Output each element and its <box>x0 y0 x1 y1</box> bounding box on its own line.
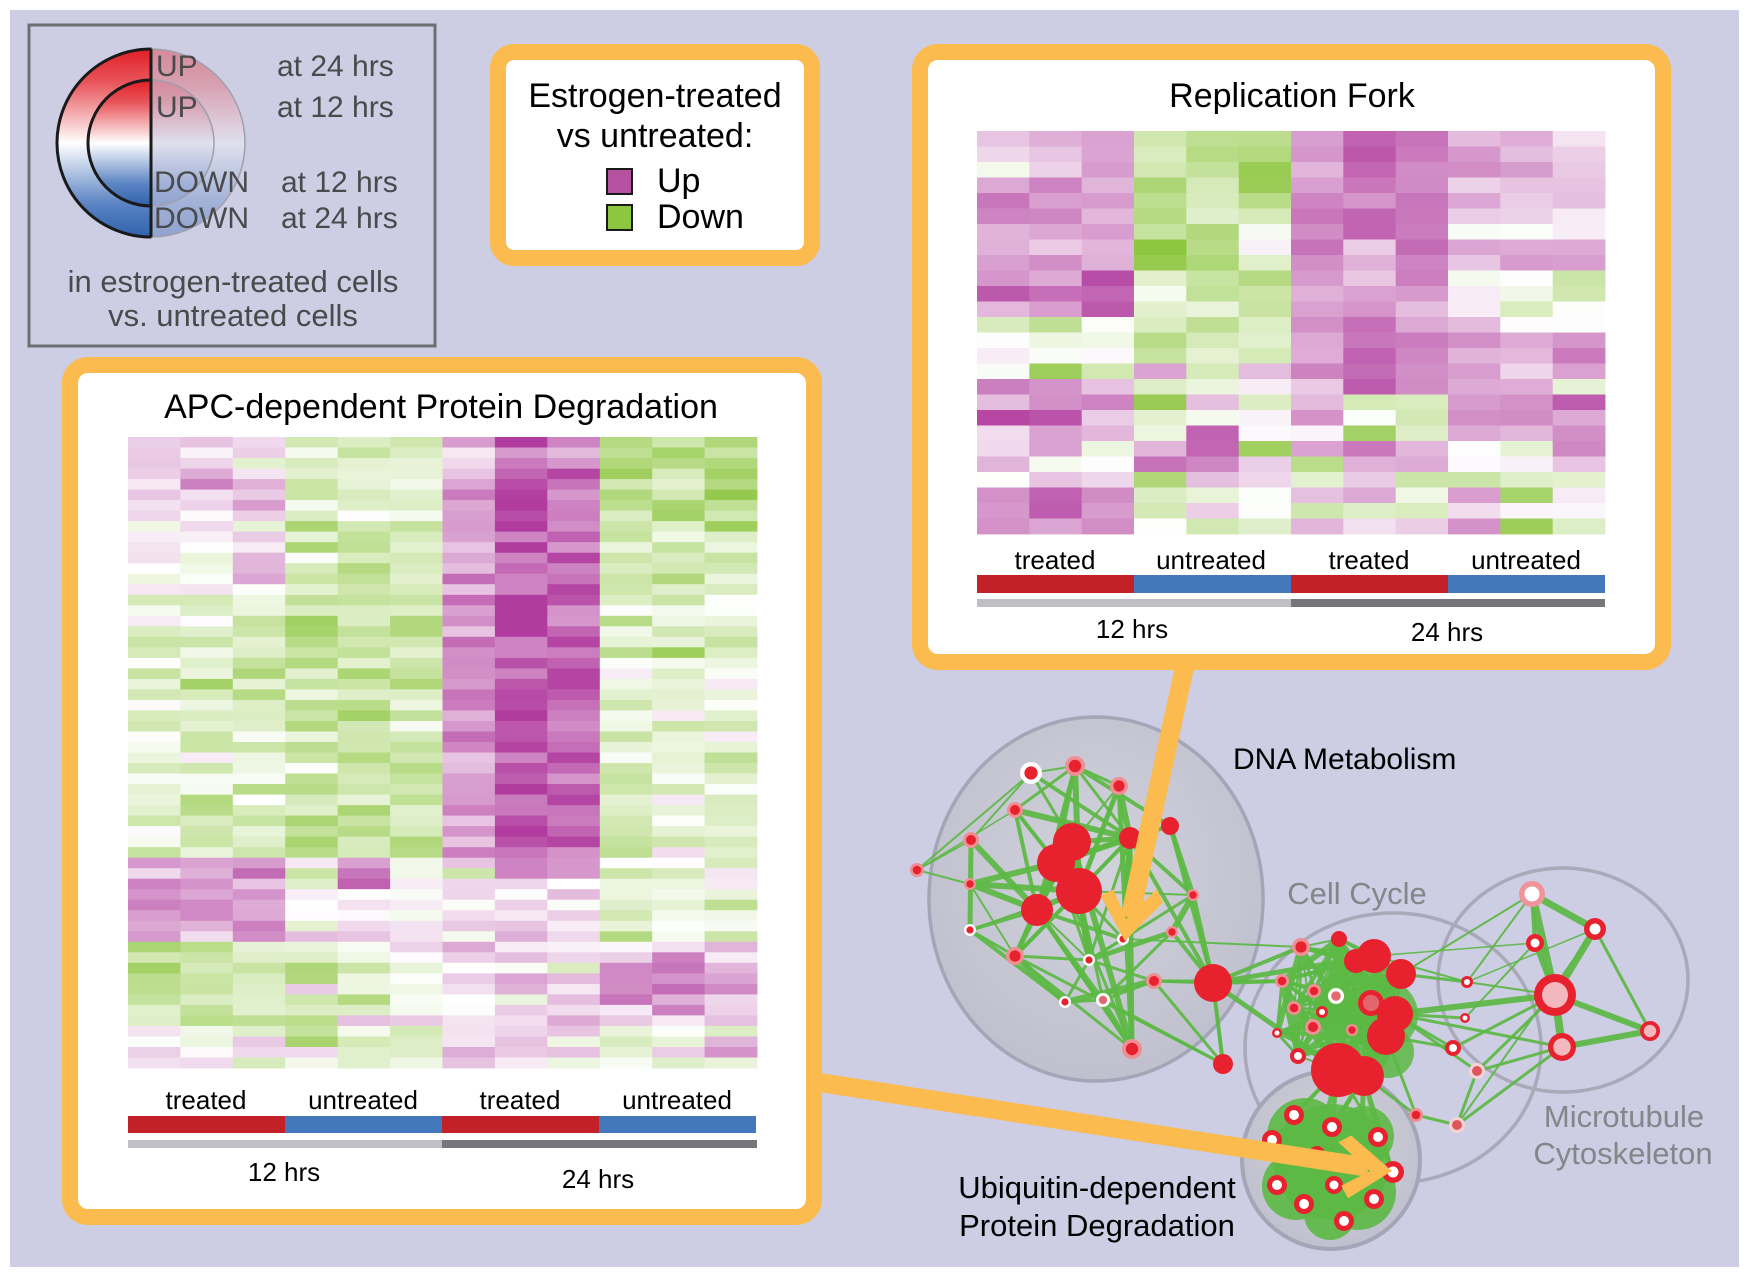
svg-text:Replication Fork: Replication Fork <box>1169 77 1416 115</box>
svg-text:DNA Metabolism: DNA Metabolism <box>1233 743 1456 776</box>
svg-text:treated: treated <box>480 1085 561 1115</box>
svg-text:untreated: untreated <box>622 1085 732 1115</box>
svg-text:Cell Cycle: Cell Cycle <box>1287 876 1427 911</box>
svg-text:untreated: untreated <box>1156 545 1266 575</box>
svg-text:at 12 hrs: at 12 hrs <box>281 166 398 199</box>
svg-text:untreated: untreated <box>1471 545 1581 575</box>
svg-text:Estrogen-treated: Estrogen-treated <box>528 77 781 115</box>
svg-text:untreated: untreated <box>308 1085 418 1115</box>
svg-text:Up: Up <box>657 162 700 200</box>
svg-text:at 24 hrs: at 24 hrs <box>281 202 398 235</box>
svg-text:Microtubule: Microtubule <box>1544 1099 1704 1134</box>
svg-text:at 24 hrs: at 24 hrs <box>277 50 394 83</box>
svg-text:24 hrs: 24 hrs <box>562 1164 634 1194</box>
svg-text:24 hrs: 24 hrs <box>1411 617 1483 647</box>
svg-text:treated: treated <box>166 1085 247 1115</box>
svg-text:treated: treated <box>1015 545 1096 575</box>
svg-text:UP: UP <box>156 91 198 124</box>
svg-text:Protein Degradation: Protein Degradation <box>959 1208 1235 1243</box>
svg-text:in estrogen-treated cells: in estrogen-treated cells <box>68 264 399 299</box>
svg-text:Cytoskeleton: Cytoskeleton <box>1533 1136 1712 1171</box>
svg-text:treated: treated <box>1329 545 1410 575</box>
svg-text:APC-dependent Protein Degradat: APC-dependent Protein Degradation <box>164 388 718 426</box>
svg-text:vs. untreated cells: vs. untreated cells <box>108 298 358 333</box>
svg-text:Down: Down <box>657 198 744 236</box>
svg-text:vs untreated:: vs untreated: <box>557 117 754 155</box>
svg-text:DOWN: DOWN <box>154 166 249 199</box>
svg-text:at 12 hrs: at 12 hrs <box>277 91 394 124</box>
svg-text:Ubiquitin-dependent: Ubiquitin-dependent <box>958 1170 1236 1205</box>
svg-text:UP: UP <box>156 50 198 83</box>
svg-text:DOWN: DOWN <box>154 202 249 235</box>
svg-text:12 hrs: 12 hrs <box>1096 614 1168 644</box>
svg-text:12 hrs: 12 hrs <box>248 1157 320 1187</box>
